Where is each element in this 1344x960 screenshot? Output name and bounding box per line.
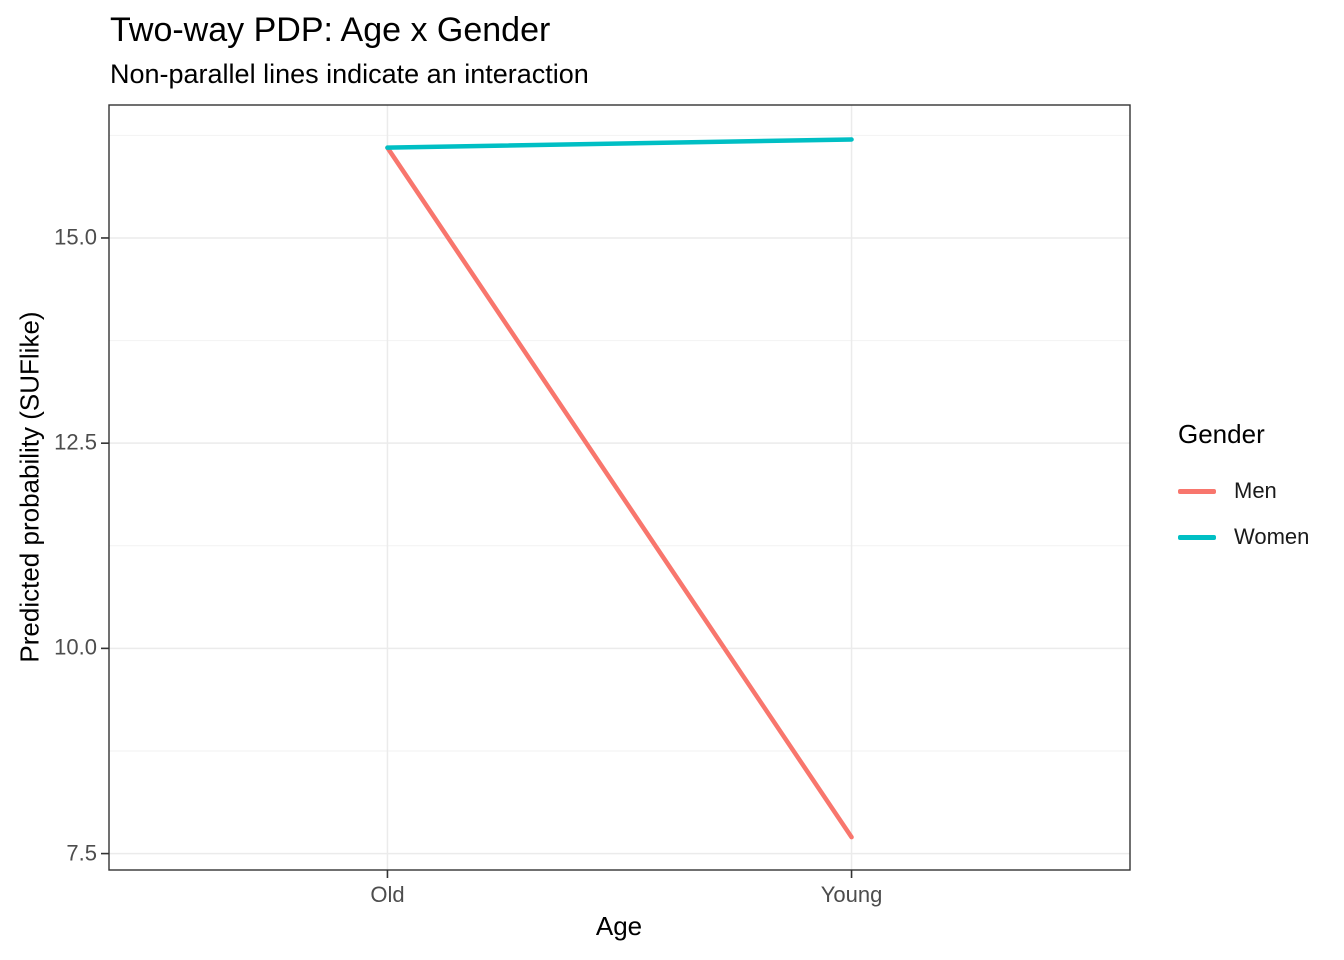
series-line-women	[385, 137, 854, 150]
legend-label: Women	[1234, 524, 1310, 549]
legend-swatch-men	[1178, 488, 1216, 494]
chart-title: Two-way PDP: Age x Gender	[110, 11, 551, 49]
legend-swatch-women	[1178, 534, 1216, 540]
legend-item-men: Men	[1178, 468, 1309, 514]
y-tick-label: 10.0	[54, 634, 97, 660]
panel-background	[109, 105, 1130, 870]
panel-border	[108, 104, 1131, 871]
legend-title: Gender	[1178, 419, 1265, 449]
legend-item-women: Women	[1178, 514, 1309, 560]
x-tick-label: Old	[370, 882, 405, 907]
x-axis-title: Age	[595, 911, 643, 941]
legend-label: Men	[1234, 478, 1277, 503]
x-tick-label: Young	[820, 882, 883, 907]
series-line-men	[385, 145, 854, 840]
y-tick-label: 7.5	[66, 840, 97, 866]
y-axis-title: Predicted probability (SUFlike)	[14, 311, 45, 663]
legend-items: Men Women	[1178, 468, 1309, 560]
y-tick-label: 15.0	[54, 224, 97, 250]
legend: Gender Men Women	[1178, 419, 1309, 560]
y-tick-label: 12.5	[54, 429, 97, 455]
chart-subtitle: Non-parallel lines indicate an interacti…	[110, 59, 589, 89]
